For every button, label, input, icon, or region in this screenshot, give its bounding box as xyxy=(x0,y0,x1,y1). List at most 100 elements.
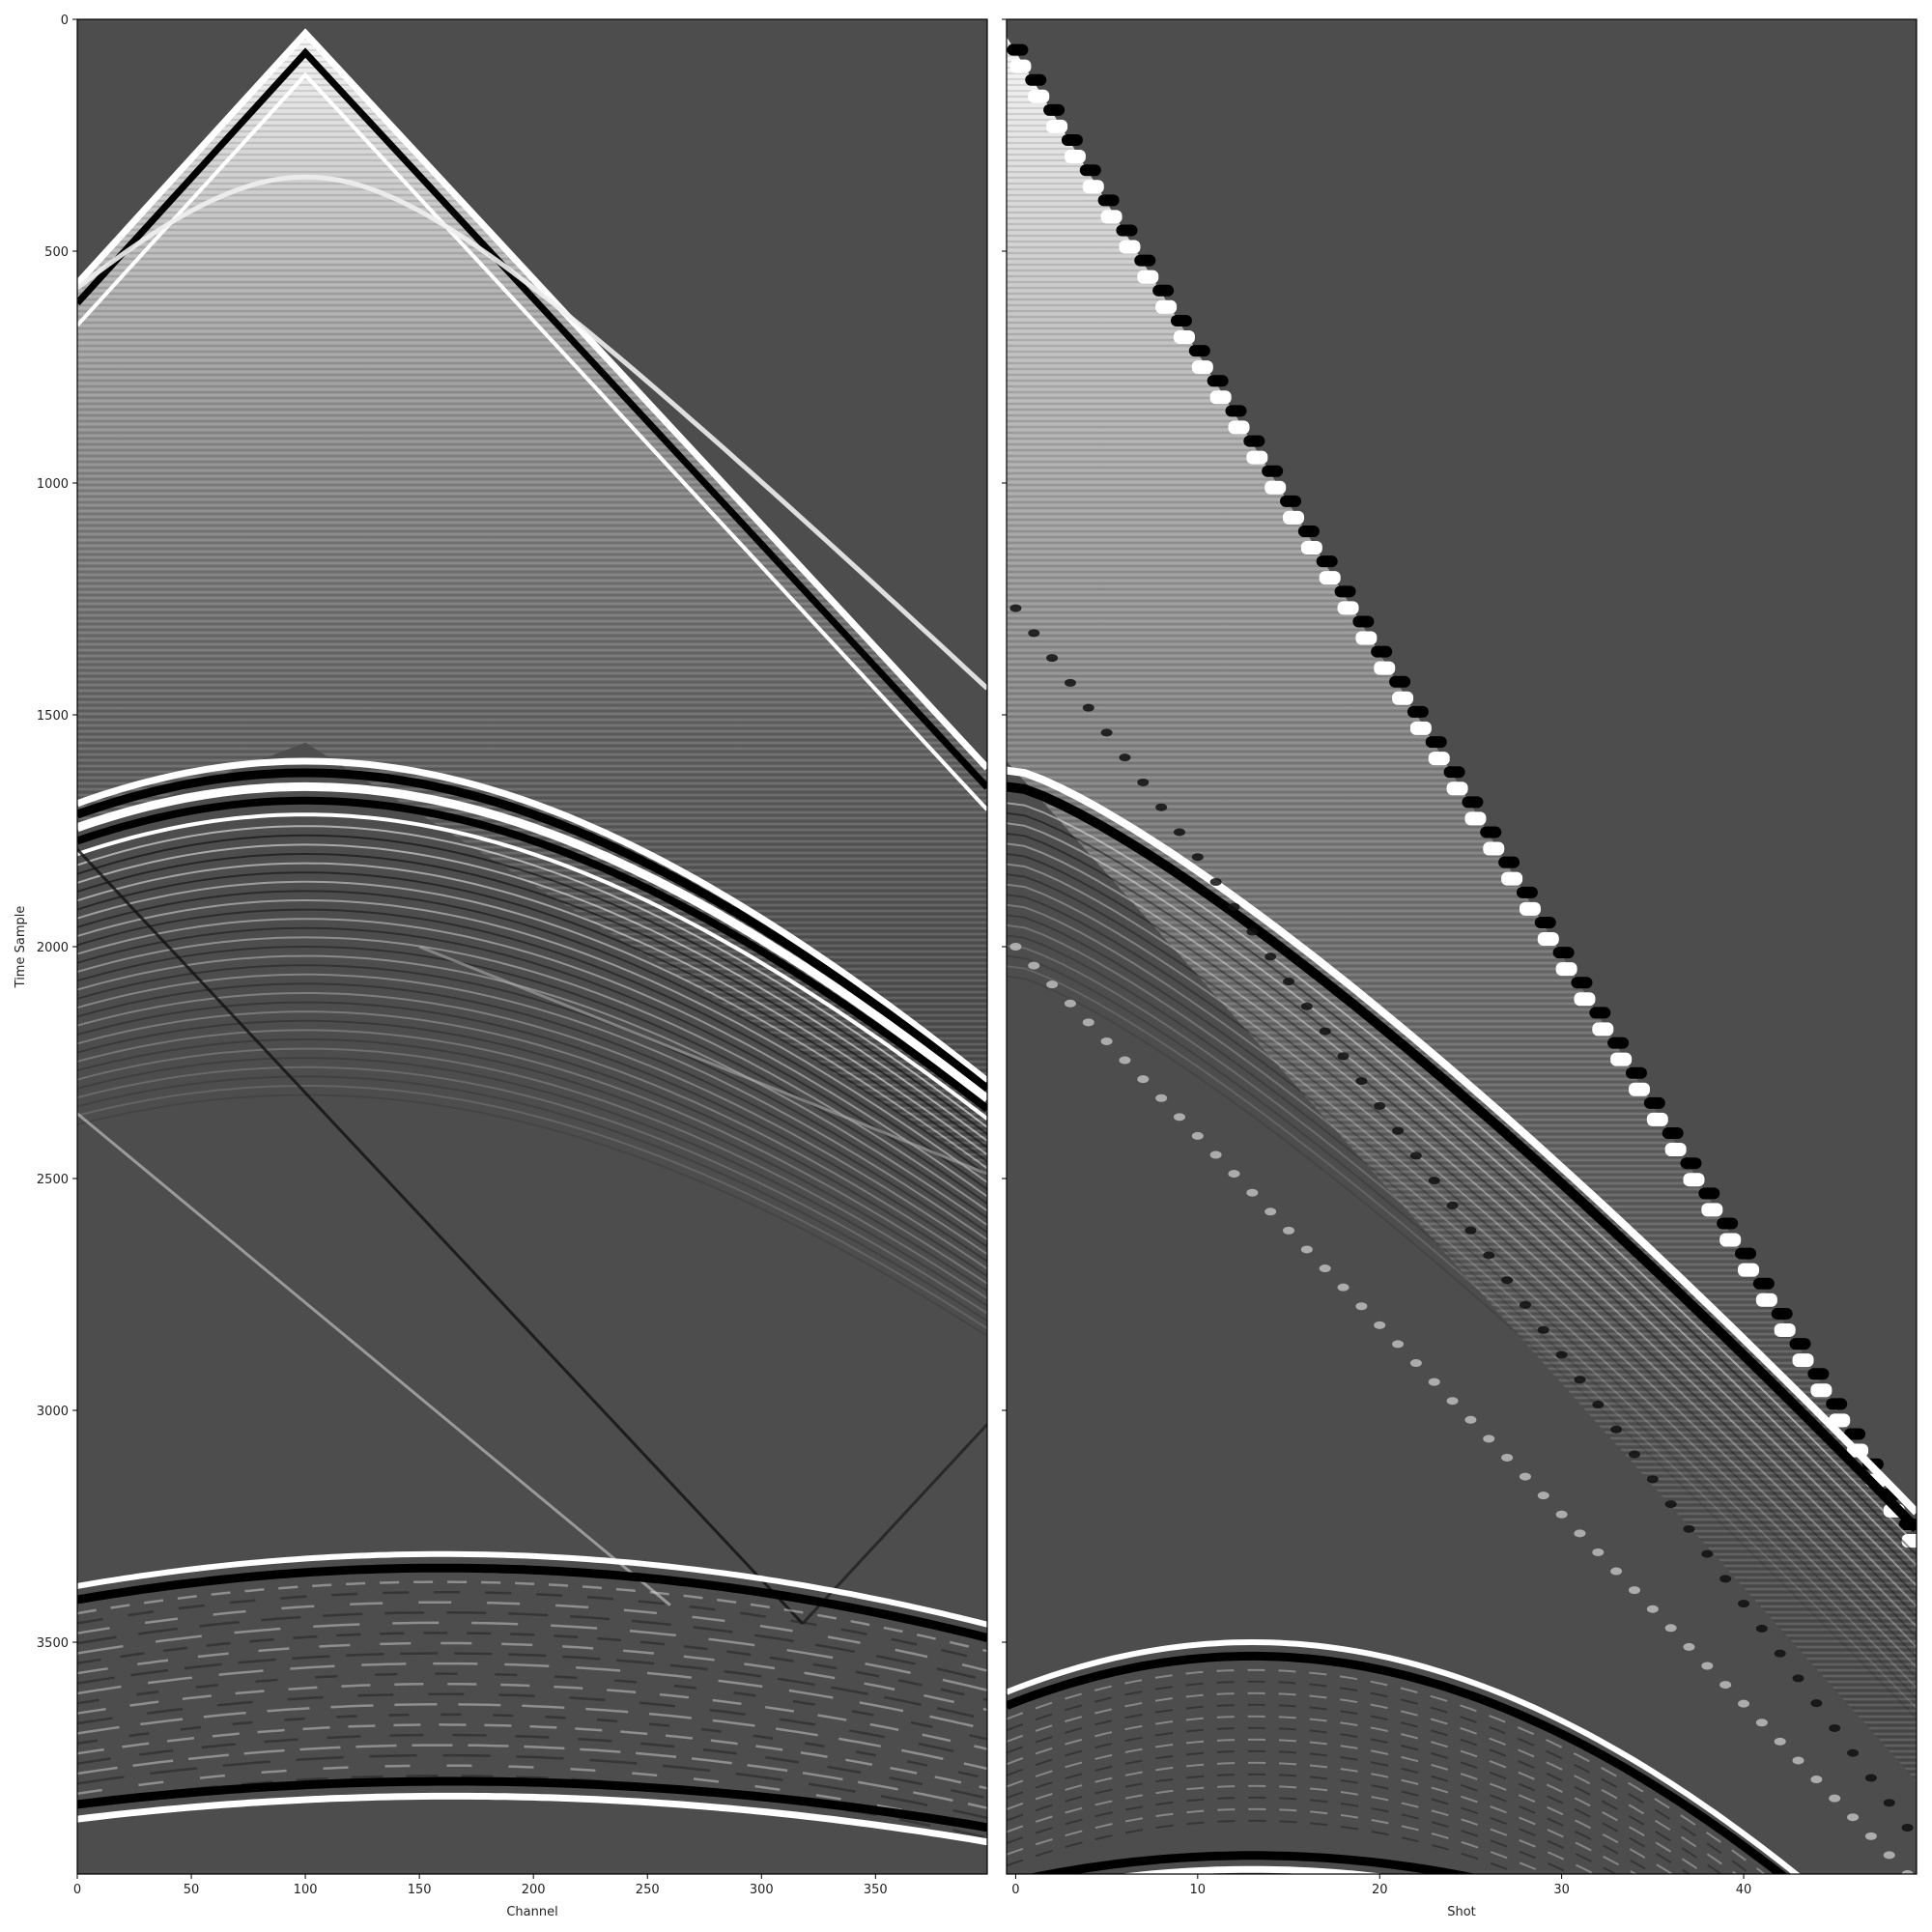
shallow-hyperbola xyxy=(77,174,987,691)
reflection-1-coda xyxy=(77,926,987,1205)
right-dark-diagonal-dot xyxy=(1082,703,1094,712)
reflection-2-black xyxy=(77,1563,987,1642)
left-panel: 0 50 100 150 200 250 300 350 0 500 1000 1500 2000 25… xyxy=(14,14,988,1919)
right-reflection-2-coda xyxy=(1007,1691,1738,1874)
first-arrival-trough xyxy=(1406,705,1429,718)
right-dark-diagonal-dot xyxy=(1155,803,1168,811)
first-arrival-trough xyxy=(1571,977,1593,989)
right-dark-diagonal-dot xyxy=(1137,778,1150,786)
right-light-diagonal-dot xyxy=(1319,1264,1331,1273)
right-light-diagonal-dot xyxy=(1501,1453,1514,1462)
first-arrival-peak xyxy=(1592,1022,1614,1037)
right-dark-diagonal-dot xyxy=(1337,1052,1350,1061)
reflection-2-coda xyxy=(77,1703,987,1771)
reflection-1-coda xyxy=(77,908,987,1191)
right-light-diagonal-dot xyxy=(1755,1719,1768,1727)
reflection-1-coda xyxy=(77,992,987,1256)
right-light-diagonal-dot xyxy=(1155,1094,1168,1102)
reflection-2-coda xyxy=(77,1753,987,1820)
first-arrival-trough xyxy=(1025,73,1047,86)
right-reflection-1-coda xyxy=(1007,945,1917,1689)
right-reflection-1-coda xyxy=(1007,873,1917,1617)
reflection-1-coda xyxy=(77,1029,987,1285)
right-reflection-2-coda xyxy=(1007,1773,1618,1874)
reflection-1-coda xyxy=(77,945,987,1219)
right-x-tick-label: 30 xyxy=(1553,1883,1570,1897)
right-reflection-3-white xyxy=(1119,1865,1385,1874)
reflection-2-coda xyxy=(77,1682,987,1750)
first-arrival-peak xyxy=(1082,180,1104,194)
reflection-2-coda xyxy=(77,1774,987,1839)
right-dark-diagonal-dot xyxy=(1428,1177,1440,1185)
right-dark-diagonal-dot xyxy=(1628,1450,1640,1459)
right-light-diagonal-dot xyxy=(1683,1642,1695,1651)
left-x-tick-label: 200 xyxy=(522,1883,546,1897)
right-light-diagonal-dot xyxy=(1738,1699,1750,1708)
first-arrival-trough xyxy=(1625,1066,1647,1079)
right-dark-diagonal-dot xyxy=(1355,1077,1368,1086)
first-arrival-peak xyxy=(1355,631,1378,645)
reflection-1-coda xyxy=(77,1065,987,1315)
first-arrival-trough xyxy=(1789,1338,1811,1350)
light-diagonal xyxy=(77,1112,671,1606)
reflection-3-black xyxy=(77,1776,987,1833)
first-arrival-peak xyxy=(1774,1322,1796,1337)
left-x-tick-label: 300 xyxy=(750,1883,774,1897)
right-reflection-1-black xyxy=(1007,781,1917,1532)
right-light-diagonal-dot xyxy=(1392,1340,1405,1349)
right-dark-diagonal-dot xyxy=(1392,1126,1405,1135)
right-light-diagonal-dot xyxy=(1701,1662,1714,1670)
right-reflection-1-coda xyxy=(1007,822,1917,1567)
left-x-tick-label: 250 xyxy=(636,1883,660,1897)
right-dark-diagonal-dot xyxy=(1738,1600,1750,1608)
first-arrival-trough xyxy=(1698,1187,1720,1200)
right-dark-diagonal-dot xyxy=(1191,853,1204,862)
direct-wave-white xyxy=(77,28,987,771)
first-arrival-peak xyxy=(1738,1263,1760,1277)
right-reflection-1-coda xyxy=(1007,934,1917,1679)
reflection-1-coda xyxy=(77,973,987,1241)
right-reflection-1-coda xyxy=(1007,863,1917,1607)
first-arrival-trough xyxy=(1097,194,1120,207)
right-reflection-1-coda xyxy=(1007,965,1917,1709)
reflection-2-white xyxy=(77,1550,987,1628)
first-arrival-trough xyxy=(1007,43,1029,56)
right-dark-diagonal-dot xyxy=(1774,1649,1786,1658)
first-arrival-peak xyxy=(1228,420,1250,435)
first-arrival-peak xyxy=(1810,1383,1833,1398)
right-reflection-2-coda xyxy=(1007,1738,1674,1874)
right-reflection-1-coda xyxy=(1007,914,1917,1659)
right-light-diagonal-dot xyxy=(1446,1397,1459,1406)
right-dark-diagonal-dot xyxy=(1409,1151,1422,1160)
right-light-diagonal-dot xyxy=(1610,1567,1623,1576)
first-arrival-peak xyxy=(1446,781,1468,796)
right-light-diagonal-dot xyxy=(1337,1283,1350,1292)
reflection-2-coda xyxy=(77,1641,987,1712)
right-x-tick-label: 40 xyxy=(1736,1883,1752,1897)
left-y-axis-label: Time Sample xyxy=(14,906,28,989)
reflection-2-coda xyxy=(77,1733,987,1800)
reflection-1-coda xyxy=(77,918,987,1198)
right-light-diagonal-dot xyxy=(1173,1113,1185,1122)
left-x-tick-label: 0 xyxy=(73,1883,81,1897)
first-arrival-trough xyxy=(1061,134,1083,147)
reflection-1-coda xyxy=(77,964,987,1234)
right-light-diagonal-dot xyxy=(1719,1681,1732,1690)
reflection-1-band xyxy=(77,812,987,1121)
right-reflection-2-coda xyxy=(1007,1796,1575,1874)
reflection-1-coda xyxy=(77,1010,987,1270)
first-arrival-trough xyxy=(1116,224,1138,237)
right-dark-diagonal-dot xyxy=(1537,1325,1549,1334)
right-reflection-2-coda xyxy=(1007,1761,1638,1874)
right-dark-diagonal-dot xyxy=(1555,1350,1568,1359)
reflection-1-coda xyxy=(77,1019,987,1277)
first-arrival-trough xyxy=(1516,886,1538,898)
right-light-diagonal-dot xyxy=(1537,1492,1549,1500)
right-dark-diagonal-dot xyxy=(1264,952,1277,961)
first-arrival-peak xyxy=(1137,270,1159,284)
reflection-2-coda xyxy=(77,1580,987,1653)
reflection-2-coda xyxy=(77,1632,987,1702)
first-arrival-peak xyxy=(1555,962,1577,977)
right-light-diagonal-dot xyxy=(1028,961,1040,970)
first-arrival-trough xyxy=(1316,555,1338,568)
